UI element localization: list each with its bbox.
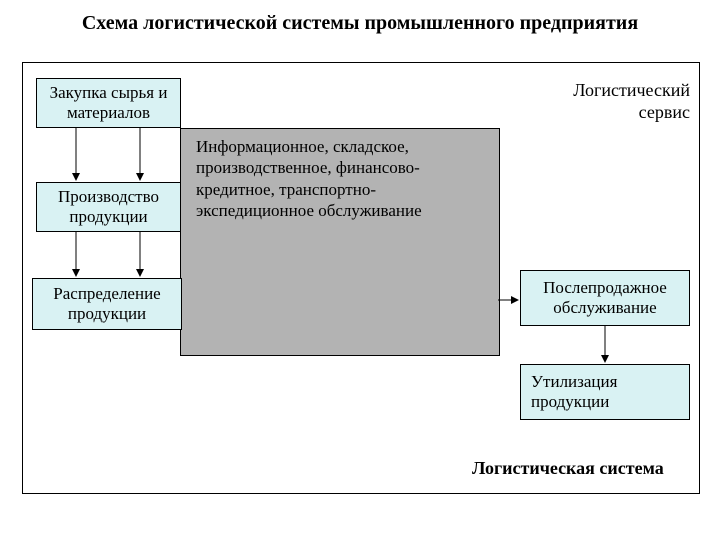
node-production: Производство продукции: [36, 182, 181, 232]
center-services-text: Информационное, складское, производствен…: [196, 136, 466, 221]
node-utilization-label: Утилизация продукции: [531, 372, 679, 413]
diagram-title: Схема логистической системы промышленног…: [0, 12, 720, 35]
logistic-service-label: Логистический сервис: [530, 80, 690, 123]
node-purchase: Закупка сырья и материалов: [36, 78, 181, 128]
logistic-system-label: Логистическая система: [472, 458, 664, 479]
node-distribution: Распределение продукции: [32, 278, 182, 330]
node-production-label: Производство продукции: [47, 187, 170, 228]
node-distribution-label: Распределение продукции: [43, 284, 171, 325]
node-utilization: Утилизация продукции: [520, 364, 690, 420]
node-aftersale-label: Послепродажное обслуживание: [531, 278, 679, 319]
diagram-canvas: Схема логистической системы промышленног…: [0, 0, 720, 540]
node-purchase-label: Закупка сырья и материалов: [47, 83, 170, 124]
node-aftersale: Послепродажное обслуживание: [520, 270, 690, 326]
